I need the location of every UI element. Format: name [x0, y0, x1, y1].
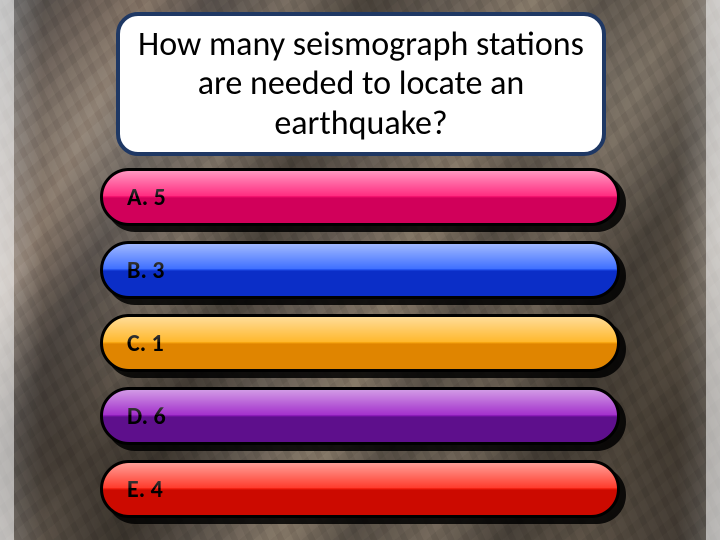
answer-label: D. 6 [127, 402, 166, 431]
answer-d[interactable]: D. 6 [100, 387, 620, 445]
answer-e[interactable]: E. 4 [100, 460, 620, 518]
answer-c[interactable]: C. 1 [100, 314, 620, 372]
answer-pill-b: B. 3 [100, 241, 620, 299]
slide-edge-right [706, 0, 720, 540]
answers-container: A. 5 B. 3 C. 1 D. 6 E. 4 [100, 168, 620, 533]
question-text: How many seismograph stations are needed… [138, 25, 584, 142]
answer-pill-d: D. 6 [100, 387, 620, 445]
answer-a[interactable]: A. 5 [100, 168, 620, 226]
answer-label: E. 4 [127, 475, 163, 504]
slide-edge-left [0, 0, 14, 540]
answer-pill-a: A. 5 [100, 168, 620, 226]
answer-label: C. 1 [127, 329, 164, 358]
answer-label: A. 5 [127, 183, 166, 212]
answer-label: B. 3 [127, 256, 164, 285]
answer-pill-c: C. 1 [100, 314, 620, 372]
question-box: How many seismograph stations are needed… [116, 12, 606, 156]
answer-b[interactable]: B. 3 [100, 241, 620, 299]
answer-pill-e: E. 4 [100, 460, 620, 518]
